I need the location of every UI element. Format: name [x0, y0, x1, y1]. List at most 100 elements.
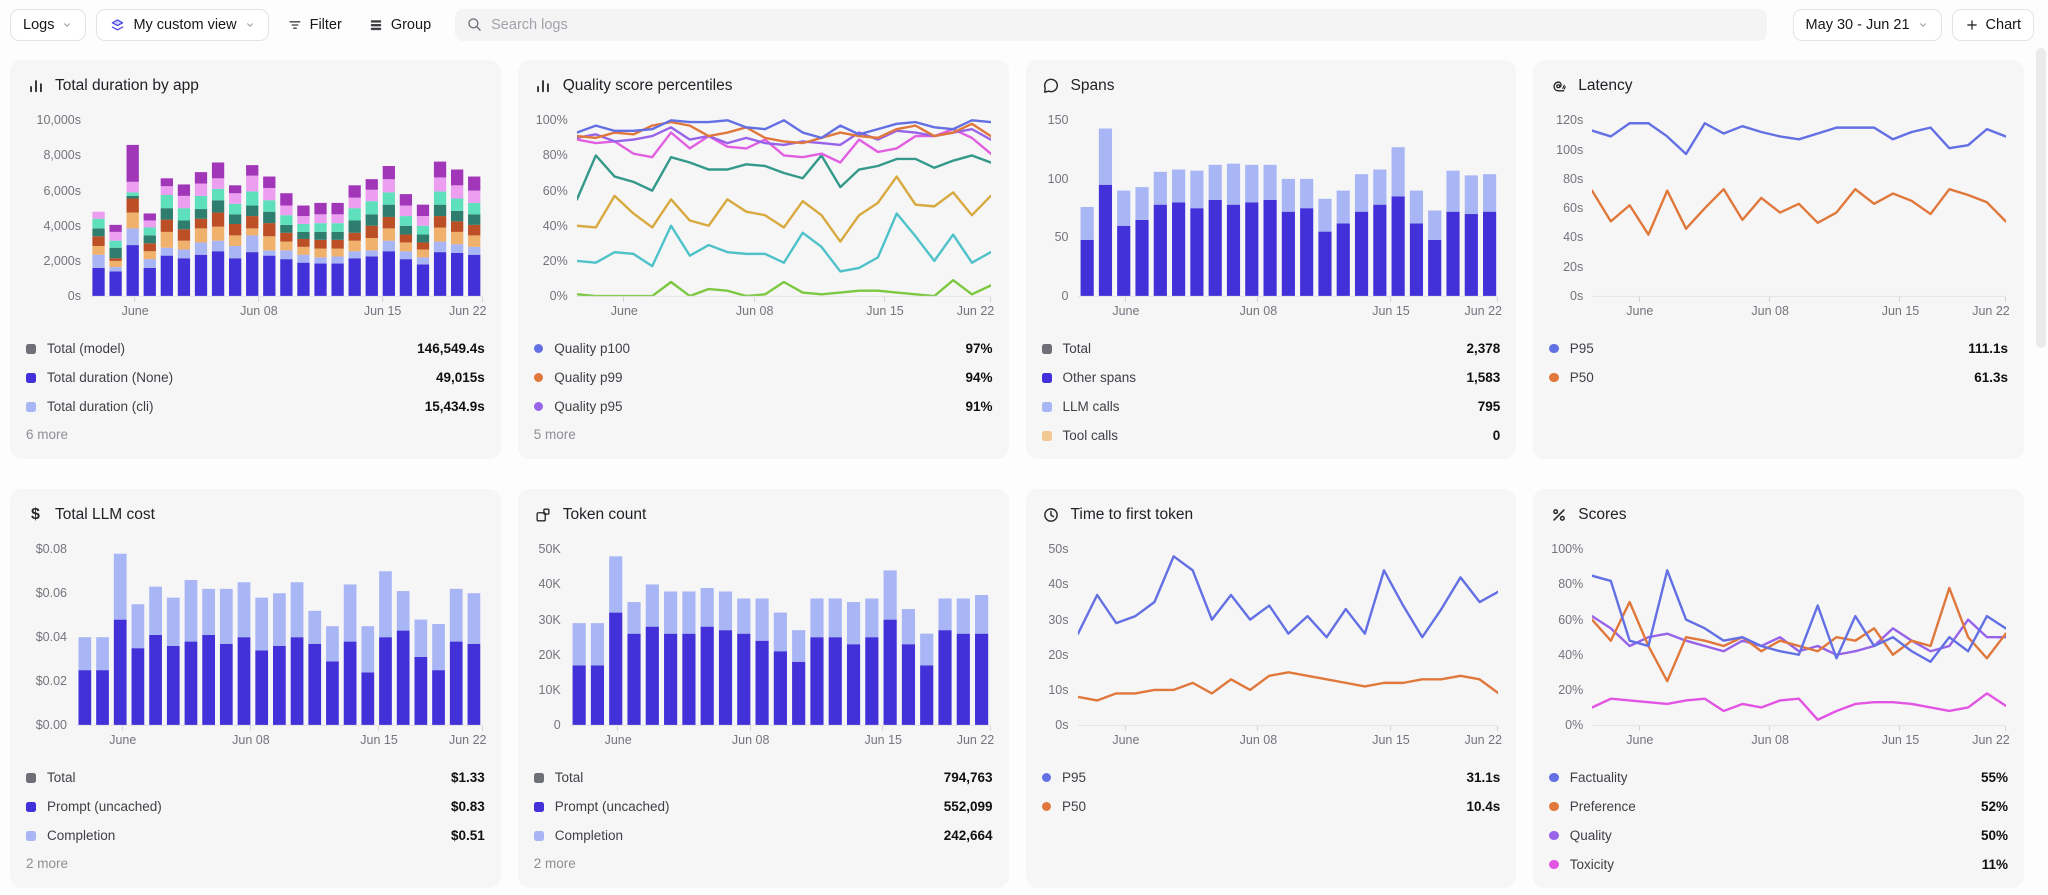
logs-dropdown-button[interactable]: Logs	[10, 9, 87, 41]
x-axis-tick-label: Jun 22	[448, 733, 487, 747]
view-selector-button[interactable]: My custom view	[96, 9, 269, 41]
add-chart-button[interactable]: Chart	[1951, 9, 2034, 41]
legend-item[interactable]: Tool calls 0	[1041, 421, 1500, 450]
x-axis-tick-label: Jun 15	[1372, 304, 1410, 318]
legend-item[interactable]: Total 794,763	[533, 763, 993, 792]
legend-label: P50	[1062, 799, 1087, 814]
filter-icon	[287, 17, 303, 33]
chart-time-to-first-token[interactable]: 0s 10s 20s 30s 40s 50s June Jun 08 Jun 15 Jun 22	[1042, 536, 1502, 754]
legend-item[interactable]: Toxicity 11%	[1549, 850, 2008, 879]
plot-area[interactable]	[1592, 536, 2006, 726]
legend-label: Prompt (uncached)	[554, 799, 670, 814]
legend: P95 31.1s P50 10.4s	[1041, 763, 1500, 821]
date-range-button[interactable]: May 30 - Jun 21	[1792, 9, 1942, 41]
card-scores: Scores 0% 20% 40% 60% 80% 100% June Jun 08 Jun 1…	[1533, 489, 2024, 888]
chart-spans[interactable]: 0 50 100 150 June Jun 08 Jun 15 Jun 22	[1042, 107, 1502, 325]
bar-chart-icon	[534, 77, 553, 95]
plot-area[interactable]	[1078, 107, 1499, 297]
plot-area[interactable]	[577, 107, 991, 297]
legend-label: P95	[1569, 341, 1594, 356]
legend-item[interactable]: LLM calls 795	[1041, 392, 1500, 421]
legend-item[interactable]: P95 111.1s	[1549, 334, 2008, 363]
legend-item[interactable]: Quality p95 91%	[533, 392, 993, 421]
legend-item[interactable]: P50 61.3s	[1549, 363, 2008, 392]
x-axis-tick-mark	[1389, 297, 1391, 302]
chart-scores[interactable]: 0% 20% 40% 60% 80% 100% June Jun 08 Jun 15 Jun 22	[1549, 536, 2009, 754]
legend-item[interactable]: Preference 52%	[1549, 792, 2008, 821]
chevron-down-icon	[244, 19, 256, 31]
x-axis-tick-label: Jun 08	[1239, 733, 1278, 747]
legend-item[interactable]: Quality p100 97%	[533, 334, 993, 363]
legend-item[interactable]: Total (model) 146,549.4s	[26, 334, 485, 363]
x-axis-tick-mark	[1257, 297, 1259, 302]
chart-total-duration-by-app[interactable]: 0s 2,000s 4,000s 6,000s 8,000s 10,000s June Jun…	[26, 107, 487, 325]
chart-total-llm-cost[interactable]: $0.00 $0.02 $0.04 $0.06 $0.08 June Jun 08 Jun 1…	[26, 536, 487, 754]
y-axis-tick-label: 10K	[538, 682, 561, 697]
legend-item[interactable]: Total duration (None) 49,015s	[26, 363, 485, 392]
legend-item[interactable]: Completion 242,664	[533, 821, 993, 850]
legend-value: 1,583	[1466, 370, 1501, 385]
legend-value: 111.1s	[1968, 341, 2008, 356]
scrollbar-thumb[interactable]	[2036, 48, 2046, 348]
legend-label: Total	[554, 770, 584, 785]
legend-item[interactable]: Total $1.33	[26, 763, 485, 792]
y-axis-tick-label: 40s	[1048, 577, 1069, 592]
y-axis-tick-label: 30K	[538, 612, 561, 627]
legend-marker-icon	[1549, 772, 1559, 783]
x-axis-tick-label: Jun 22	[956, 733, 995, 747]
legend-item[interactable]: Prompt (uncached) $0.83	[26, 792, 485, 821]
legend-marker-icon	[1041, 430, 1052, 441]
toolbar: Logs My custom view Filter	[0, 0, 2048, 50]
chart-latency[interactable]: 0s 20s 40s 60s 80s 100s 120s June Jun 08 Jun 15 Ju…	[1549, 107, 2010, 325]
legend-more[interactable]: 5 more	[533, 427, 576, 442]
legend-item[interactable]: P50 10.4s	[1041, 792, 1500, 821]
plot-area[interactable]	[90, 107, 483, 297]
legend-more[interactable]: 6 more	[26, 427, 69, 442]
chart-token-count[interactable]: 0 10K 20K 30K 40K 50K June Jun 08 Jun 15 Jun 22	[534, 536, 995, 754]
x-axis-tick-mark	[2005, 297, 2006, 302]
legend: Quality p100 97% Quality p99 94% Quality p95…	[533, 334, 993, 442]
bar-chart-icon	[26, 77, 45, 95]
legend-value: 61.3s	[1974, 370, 2008, 385]
legend-marker-icon	[533, 343, 544, 354]
y-axis-tick-label: 100s	[1556, 142, 1584, 157]
y-axis-tick-label: 0	[1061, 289, 1069, 304]
x-axis-tick-mark	[481, 726, 483, 731]
legend-item[interactable]: Prompt (uncached) 552,099	[533, 792, 993, 821]
y-axis-tick-label: 80%	[1558, 577, 1584, 592]
legend-item[interactable]: P95 31.1s	[1041, 763, 1500, 792]
y-axis-tick-label: 0	[553, 718, 561, 733]
legend-item[interactable]: Completion $0.51	[26, 821, 485, 850]
x-axis-tick-mark	[1124, 726, 1126, 731]
y-axis-tick-label: 100	[1047, 171, 1069, 186]
plot-area[interactable]	[1078, 536, 1499, 726]
chart-quality-score-percentiles[interactable]: 0% 20% 40% 60% 80% 100% June Jun 08 Jun 15 Jun 22	[534, 107, 994, 325]
add-chart-label: Chart	[1985, 17, 2021, 33]
group-button[interactable]: Group	[360, 9, 439, 41]
legend-item[interactable]: Total 2,378	[1041, 334, 1500, 363]
card-title: Total duration by app	[55, 77, 199, 94]
legend-more[interactable]: 2 more	[533, 856, 576, 871]
filter-button[interactable]: Filter	[279, 9, 350, 41]
y-axis-tick-label: 40%	[542, 218, 568, 233]
plot-area[interactable]	[76, 536, 483, 726]
legend-item[interactable]: Quality 50%	[1549, 821, 2008, 850]
legend-marker-icon	[26, 401, 36, 412]
legend-item[interactable]: Other spans 1,583	[1041, 363, 1501, 392]
legend-value: 552,099	[943, 799, 993, 814]
x-axis-tick-mark	[882, 726, 884, 731]
plot-area[interactable]	[1592, 107, 2006, 297]
legend-marker-icon	[1041, 343, 1052, 354]
x-axis-tick-label: Jun 22	[448, 304, 487, 318]
legend-value: 794,763	[943, 770, 993, 785]
scrollbar[interactable]	[2036, 48, 2046, 888]
search-input[interactable]	[455, 9, 1767, 41]
legend-marker-icon	[26, 830, 36, 841]
legend-value: $1.33	[450, 770, 485, 785]
plot-area[interactable]	[570, 536, 991, 726]
legend-item[interactable]: Factuality 55%	[1549, 763, 2008, 792]
x-axis-tick-mark	[989, 726, 991, 731]
legend-item[interactable]: Quality p99 94%	[533, 363, 993, 392]
legend-more[interactable]: 2 more	[26, 856, 69, 871]
legend-item[interactable]: Total duration (cli) 15,434.9s	[26, 392, 485, 421]
